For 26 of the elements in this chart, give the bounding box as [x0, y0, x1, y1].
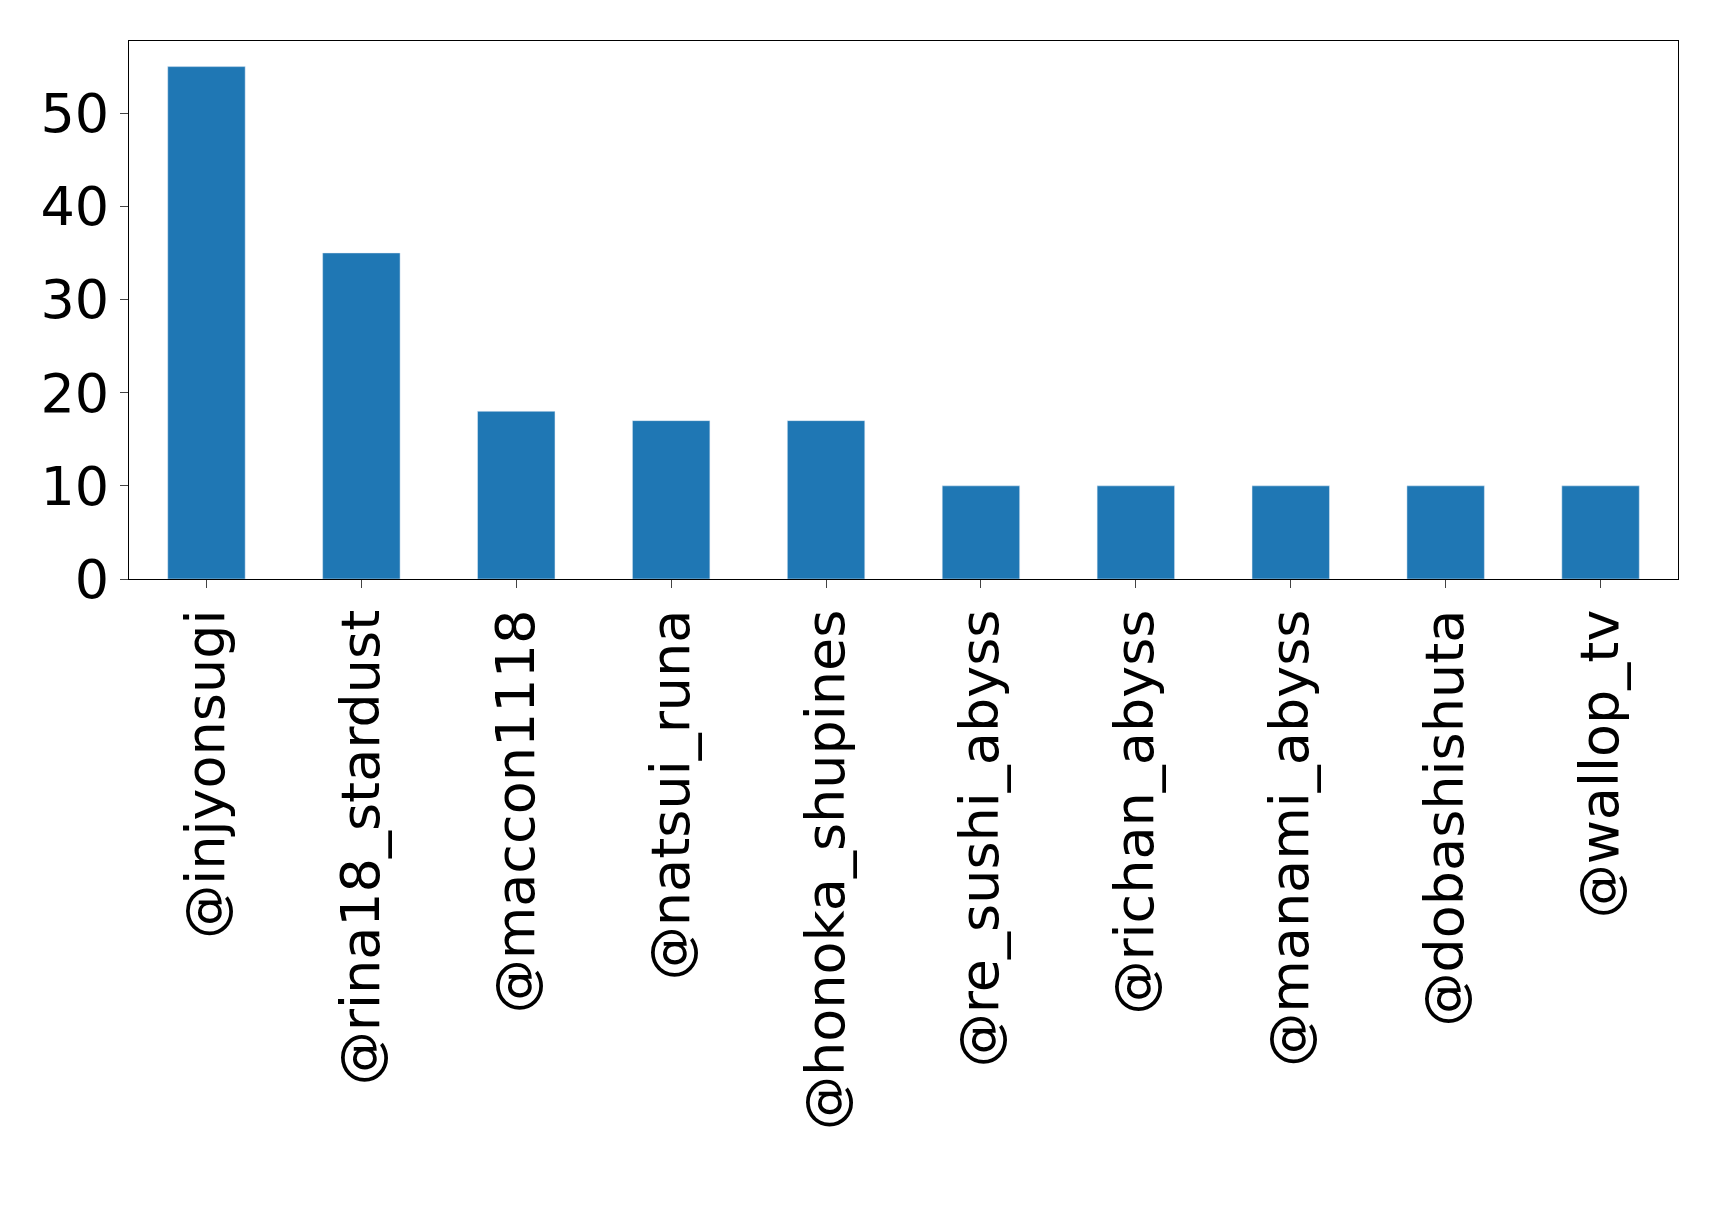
y-tick-label: 20: [40, 361, 110, 425]
bar: [1406, 485, 1485, 579]
bar: [167, 66, 246, 579]
y-tick-label: 50: [40, 82, 110, 146]
y-tick-label: 40: [40, 175, 110, 239]
bar: [1096, 485, 1175, 579]
bar: [1561, 485, 1640, 579]
x-tick-label: @manami_abyss: [1258, 609, 1322, 1067]
bar: [477, 411, 556, 579]
x-tick-label: @richan_abyss: [1103, 609, 1167, 1015]
x-tick-label: @rina18_stardust: [328, 609, 392, 1086]
x-tick-label: @honoka_shupines: [793, 609, 857, 1130]
bar: [787, 420, 866, 579]
y-tick-label: 0: [74, 547, 110, 611]
x-tick-label: @dobashishuta: [1413, 609, 1477, 1027]
bar: [632, 420, 711, 579]
bar: [941, 485, 1020, 579]
x-tick-label: @maccon1118: [483, 609, 547, 1014]
x-tick-label: @injyonsugi: [174, 609, 237, 939]
x-tick-label: @natsui_runa: [638, 609, 702, 981]
y-tick-label: 10: [40, 454, 110, 518]
y-tick-label: 30: [40, 268, 110, 332]
bar: [1251, 485, 1330, 579]
x-tick-label: @wallop_tv: [1568, 609, 1632, 919]
bar: [322, 252, 401, 579]
x-tick-label: @re_sushi_abyss: [948, 609, 1012, 1068]
